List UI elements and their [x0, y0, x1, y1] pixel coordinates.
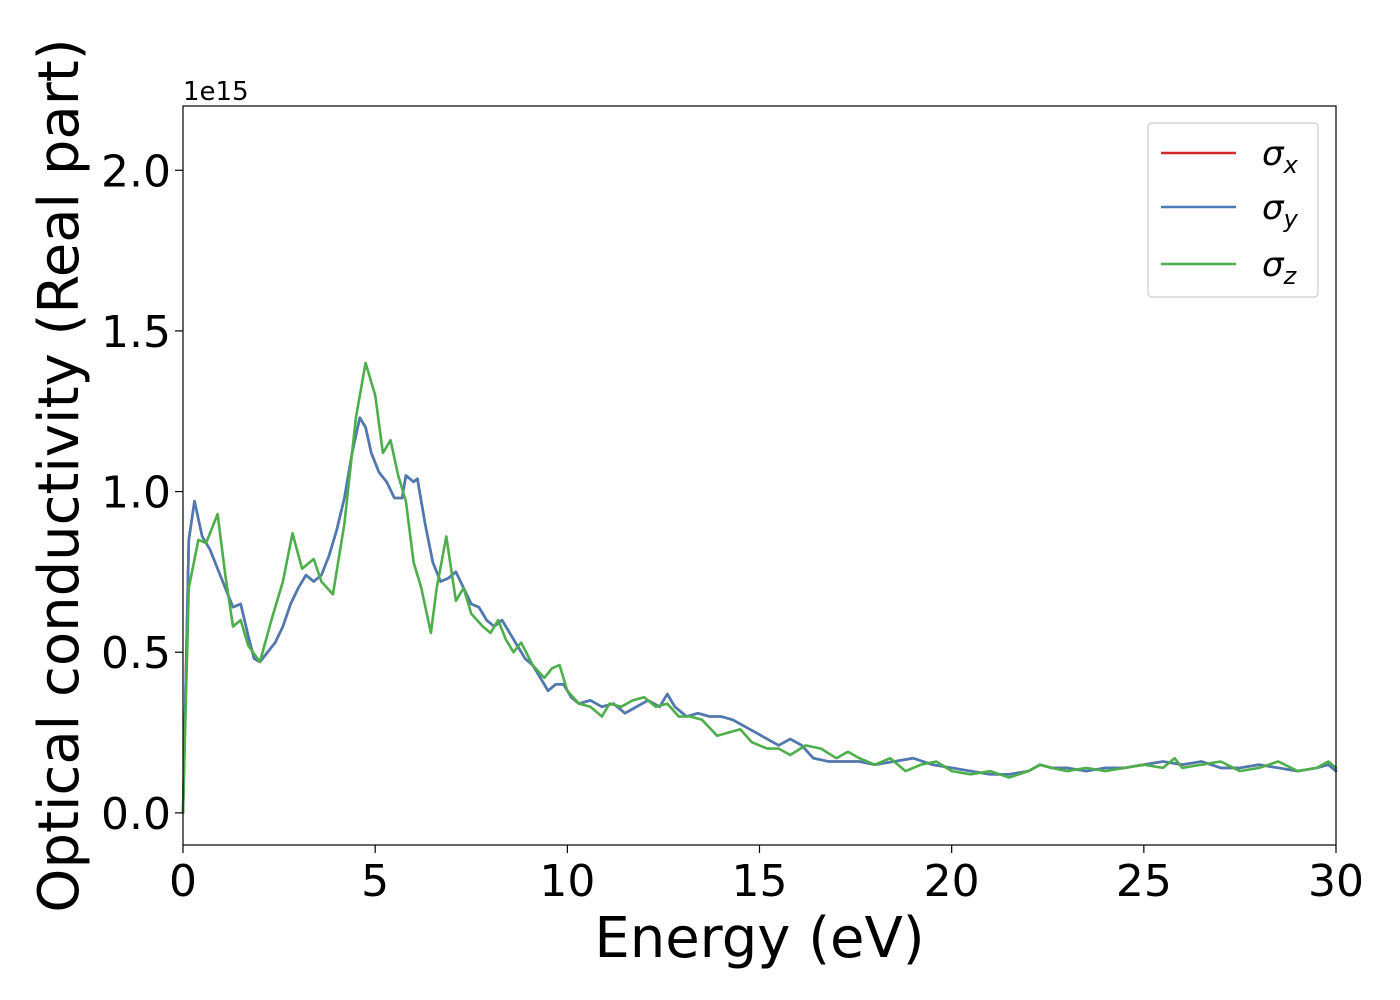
legend-label-x: σx	[1262, 134, 1299, 179]
y-axis-label: Optical conductivity (Real part)	[27, 38, 92, 912]
y-offset-label: 1e15	[183, 77, 249, 107]
x-axis-label: Energy (eV)	[594, 906, 924, 971]
y-tick-label: 0.0	[101, 789, 171, 840]
y-tick-label: 1.0	[101, 468, 171, 519]
legend-frame	[1147, 122, 1319, 298]
legend-label-y: σy	[1262, 188, 1299, 233]
x-tick-label: 5	[361, 856, 389, 907]
y-tick-label: 2.0	[101, 146, 171, 197]
x-tick-label: 10	[539, 856, 595, 907]
x-tick-label: 30	[1308, 856, 1364, 907]
series-line-y	[181, 416, 1338, 815]
x-axis: 0 5 10 15 20 25 30	[169, 845, 1364, 907]
y-axis: 0.0 0.5 1.0 1.5 2.0	[101, 146, 183, 840]
x-tick-label: 20	[924, 856, 980, 907]
x-tick-label: 0	[169, 856, 197, 907]
plot-lines	[181, 361, 1338, 815]
y-tick-label: 1.5	[101, 307, 171, 358]
legend: σx σy σz	[1147, 122, 1319, 298]
series-line-x	[181, 416, 1338, 815]
legend-label-z: σz	[1262, 245, 1298, 290]
x-tick-label: 15	[732, 856, 788, 907]
y-tick-label: 0.5	[101, 628, 171, 679]
series-line-z	[181, 361, 1338, 815]
x-tick-label: 25	[1116, 856, 1172, 907]
